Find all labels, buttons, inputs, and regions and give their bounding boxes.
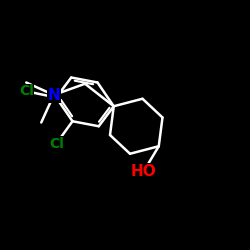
Text: Cl: Cl [19, 84, 34, 98]
Text: N: N [48, 88, 60, 102]
Text: Cl: Cl [49, 137, 64, 151]
Text: HO: HO [131, 164, 156, 179]
